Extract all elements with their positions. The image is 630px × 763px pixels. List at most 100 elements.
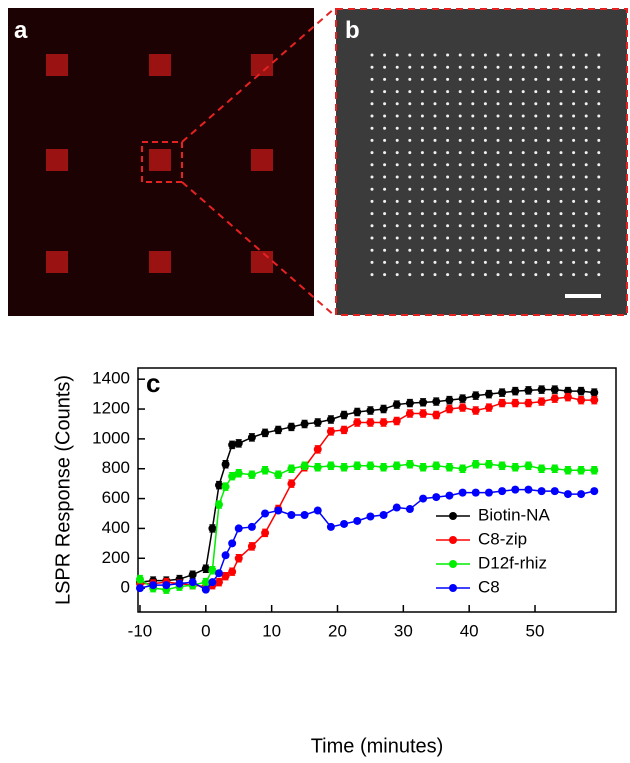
dot	[597, 163, 601, 167]
point	[326, 461, 335, 470]
dot	[546, 199, 550, 203]
point	[405, 460, 414, 469]
dot	[370, 236, 374, 240]
dot	[433, 77, 437, 81]
dot	[446, 65, 450, 69]
dot	[559, 248, 563, 252]
dot	[458, 102, 462, 106]
dot	[408, 126, 412, 130]
dot	[584, 53, 588, 57]
dot	[458, 273, 462, 277]
dot	[534, 224, 538, 228]
point	[228, 567, 237, 576]
point	[550, 394, 559, 403]
dot	[496, 187, 500, 191]
point	[445, 405, 454, 414]
dot	[572, 102, 576, 106]
y-tick-label: 800	[102, 458, 130, 477]
dot	[496, 65, 500, 69]
dot	[572, 175, 576, 179]
dot	[395, 212, 399, 216]
point	[221, 482, 230, 491]
point	[550, 464, 559, 473]
dot	[584, 175, 588, 179]
dot	[597, 138, 601, 142]
point	[498, 461, 507, 470]
dot	[521, 236, 525, 240]
dot	[597, 273, 601, 277]
dot	[383, 175, 387, 179]
point	[511, 463, 520, 472]
dot	[496, 53, 500, 57]
dot	[446, 199, 450, 203]
dot	[534, 65, 538, 69]
dot	[584, 260, 588, 264]
dot	[458, 114, 462, 118]
zoom-line	[181, 181, 336, 317]
dot	[383, 126, 387, 130]
point	[550, 487, 559, 496]
point	[577, 490, 586, 499]
dot	[370, 224, 374, 228]
dot	[420, 199, 424, 203]
dot	[395, 102, 399, 106]
dot	[370, 90, 374, 94]
point	[511, 399, 520, 408]
dot	[383, 151, 387, 155]
dot	[496, 273, 500, 277]
dot	[496, 114, 500, 118]
dot	[433, 224, 437, 228]
dot	[433, 126, 437, 130]
x-tick-label: 50	[526, 621, 545, 640]
point	[379, 510, 388, 519]
square	[149, 149, 171, 171]
dot	[458, 138, 462, 142]
dot	[521, 77, 525, 81]
point	[221, 572, 230, 581]
dot	[420, 236, 424, 240]
dot	[521, 260, 525, 264]
dot	[509, 236, 513, 240]
dot	[446, 114, 450, 118]
point	[326, 427, 335, 436]
point	[537, 385, 546, 394]
dot	[458, 248, 462, 252]
dot	[559, 199, 563, 203]
dot	[471, 151, 475, 155]
point	[432, 461, 441, 470]
dot	[471, 248, 475, 252]
point	[405, 409, 414, 418]
dot	[433, 175, 437, 179]
fluorescent-squares	[46, 54, 273, 273]
point	[524, 386, 533, 395]
dot	[546, 138, 550, 142]
dot	[395, 175, 399, 179]
dot	[509, 65, 513, 69]
point	[313, 418, 322, 427]
point	[287, 422, 296, 431]
dot	[559, 260, 563, 264]
dot	[521, 114, 525, 118]
point	[511, 387, 520, 396]
dot	[395, 90, 399, 94]
dot	[446, 163, 450, 167]
dot	[408, 138, 412, 142]
legend-marker	[449, 584, 457, 592]
dot	[521, 138, 525, 142]
dot	[534, 114, 538, 118]
dot	[496, 199, 500, 203]
dot	[370, 53, 374, 57]
dot	[559, 175, 563, 179]
point	[261, 528, 270, 537]
dot	[370, 151, 374, 155]
legend-label: C8-zip	[478, 529, 527, 548]
dot	[534, 151, 538, 155]
point	[234, 524, 243, 533]
dot	[408, 187, 412, 191]
square	[251, 54, 273, 76]
point	[445, 463, 454, 472]
point	[287, 479, 296, 488]
point	[445, 491, 454, 500]
dot	[559, 151, 563, 155]
dot	[483, 163, 487, 167]
